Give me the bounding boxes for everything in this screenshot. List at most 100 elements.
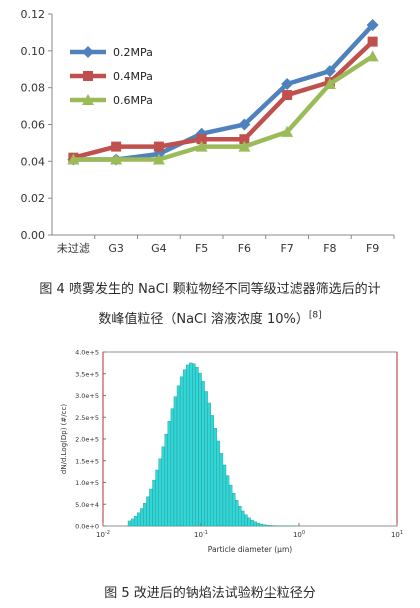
data-point	[366, 50, 379, 62]
figure5-caption: 图 5 改进后的钠焰法试验粉尘粒径分	[104, 586, 316, 601]
data-point	[367, 36, 378, 47]
figure4-line-chart: 0.00 0.02 0.04 0.06 0.08 0.10 0.12 未过滤 G3 G4 F5 F6…	[21, 8, 395, 255]
figure5-histogram: 0.0e+0 5.0e+4 1.0e+5 1.5e+5 2.0e+5 2.5e+5 3.0e…	[60, 349, 403, 555]
y-tick-label: 1.5e+5	[75, 457, 99, 465]
histogram-bar	[201, 381, 205, 527]
histogram-bar	[146, 496, 150, 527]
x-tick-label: F5	[195, 242, 208, 255]
x-tick-exponent: 0	[302, 530, 305, 536]
data-point	[195, 140, 208, 152]
histogram-bar	[176, 385, 181, 527]
histogram-bar	[133, 516, 138, 527]
histogram-bar	[207, 402, 211, 527]
x-tick-label: F7	[280, 242, 293, 255]
series-0.6MPa	[67, 50, 379, 165]
x-tick-label: 100	[293, 530, 305, 539]
y-tick-label: 3.5e+5	[75, 370, 99, 378]
histogram-bar	[143, 502, 147, 527]
x-tick-exponent: -1	[203, 530, 208, 536]
histogram-bar	[155, 469, 159, 527]
data-point	[238, 118, 251, 131]
histogram-bar	[225, 475, 230, 527]
x-tick-label: G3	[108, 242, 124, 255]
data-point	[111, 141, 122, 152]
histogram-bar	[186, 364, 190, 527]
legend-label: 0.4MPa	[113, 70, 153, 83]
y-tick-label: 0.0e+0	[75, 523, 99, 531]
figure5-axis-labels: Particle diameter (µm) dN/d.Log(Dp) (#/cc…	[60, 404, 292, 554]
x-tick-label: 未过滤	[57, 242, 90, 255]
x-tick-exponent: -2	[105, 530, 110, 536]
y-tick-label: 3.0e+5	[75, 392, 99, 400]
figure4-caption-line2: 数峰值粒径（NaCl 溶液浓度 10%）[8]	[0, 308, 420, 327]
x-tick-label: 101	[391, 530, 403, 539]
series-line	[73, 54, 374, 162]
data-point	[110, 153, 123, 165]
histogram-bar	[247, 517, 251, 527]
figure4-caption-ref: [8]	[308, 310, 322, 321]
y-tick-label: 0.04	[21, 155, 46, 168]
figure4-series	[67, 19, 379, 166]
data-point	[281, 77, 294, 90]
histogram-bar	[158, 458, 162, 527]
histogram-bar	[231, 493, 236, 527]
y-tick-label: 0.10	[21, 45, 46, 58]
histogram-bar	[195, 366, 199, 527]
figure4-caption-line1: 图 4 喷雾发生的 NaCl 颗粒物经不同等级过滤器筛选后的计	[39, 282, 381, 297]
histogram-bar	[265, 524, 270, 527]
histogram-bar	[152, 479, 156, 527]
histogram-bar	[130, 518, 135, 527]
histogram-bar	[164, 433, 169, 527]
histogram-bar	[262, 524, 267, 527]
x-axis-label: Particle diameter (µm)	[208, 545, 292, 554]
y-tick-label: 0.06	[21, 119, 46, 132]
figure4-x-tick-labels: 未过滤 G3 G4 F5 F6 F7 F8 F9	[57, 235, 395, 255]
y-tick-label: 0.12	[21, 8, 46, 21]
histogram-bar	[259, 523, 263, 527]
figure4-caption-text: 数峰值粒径（NaCl 溶液浓度 10%）	[98, 312, 309, 327]
data-point	[281, 125, 294, 137]
histogram-bar	[161, 446, 165, 527]
figure4-axes	[51, 14, 394, 236]
legend-marker	[82, 94, 94, 105]
y-tick-label: 1.0e+5	[75, 479, 99, 487]
histogram-bar	[173, 396, 178, 527]
data-point	[323, 77, 336, 89]
data-point	[152, 153, 165, 165]
y-tick-label: 0.00	[21, 229, 46, 242]
data-point	[323, 65, 336, 78]
histogram-bar	[137, 512, 141, 527]
histogram-bar	[268, 525, 273, 527]
data-point	[239, 134, 250, 145]
figure5-bars	[127, 362, 297, 527]
series-line	[72, 39, 375, 160]
histogram-bar	[140, 508, 144, 527]
y-tick-label: 2.0e+5	[75, 436, 99, 444]
data-point	[238, 140, 251, 152]
data-point	[196, 134, 207, 145]
histogram-bar	[198, 372, 202, 527]
histogram-bar	[210, 415, 214, 527]
histogram-bar	[219, 453, 224, 527]
histogram-bar	[216, 440, 221, 527]
histogram-bar	[189, 362, 193, 527]
x-tick-label: F9	[366, 242, 379, 255]
histogram-bar	[238, 506, 242, 527]
legend-label: 0.6MPa	[113, 94, 153, 107]
y-tick-label: 0.08	[21, 82, 46, 95]
figure4-y-tick-labels: 0.00 0.02 0.04 0.06 0.08 0.10 0.12	[21, 8, 52, 242]
legend-marker	[82, 46, 94, 58]
histogram-bar	[179, 376, 184, 527]
x-tick-exponent: 1	[400, 530, 403, 536]
histogram-bar	[241, 510, 245, 527]
figure4-legend: 0.2MPa 0.4MPa 0.6MPa	[70, 46, 153, 107]
figure5-y-tick-labels: 0.0e+0 5.0e+4 1.0e+5 1.5e+5 2.0e+5 2.5e+5 3.0e…	[75, 349, 106, 531]
data-point	[282, 90, 293, 101]
y-tick-label: 5.0e+4	[75, 501, 99, 509]
y-tick-label: 0.02	[21, 192, 46, 205]
histogram-bar	[127, 520, 132, 527]
histogram-bar	[204, 391, 208, 527]
histogram-bar	[250, 519, 254, 527]
data-point	[366, 19, 379, 32]
y-tick-label: 2.5e+5	[75, 414, 99, 422]
